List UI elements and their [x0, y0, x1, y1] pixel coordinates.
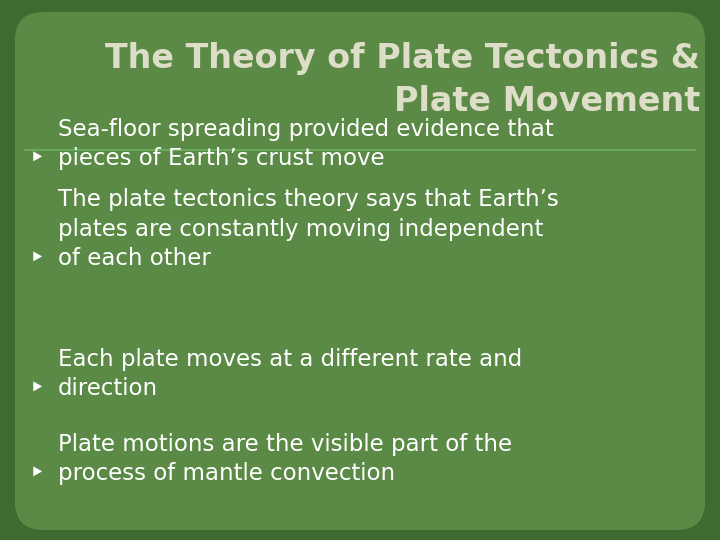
Text: Each plate moves at a different rate and
direction: Each plate moves at a different rate and… [58, 348, 522, 400]
Text: Plate motions are the visible part of the
process of mantle convection: Plate motions are the visible part of th… [58, 433, 512, 485]
Text: ‣: ‣ [30, 147, 45, 170]
FancyBboxPatch shape [15, 12, 705, 530]
Text: The plate tectonics theory says that Earth’s
plates are constantly moving indepe: The plate tectonics theory says that Ear… [58, 188, 559, 270]
Text: Sea-floor spreading provided evidence that
pieces of Earth’s crust move: Sea-floor spreading provided evidence th… [58, 118, 554, 170]
Text: The Theory of Plate Tectonics &
Plate Movement: The Theory of Plate Tectonics & Plate Mo… [105, 42, 700, 118]
Text: ‣: ‣ [30, 377, 45, 400]
Text: ‣: ‣ [30, 462, 45, 485]
Text: ‣: ‣ [30, 247, 45, 270]
